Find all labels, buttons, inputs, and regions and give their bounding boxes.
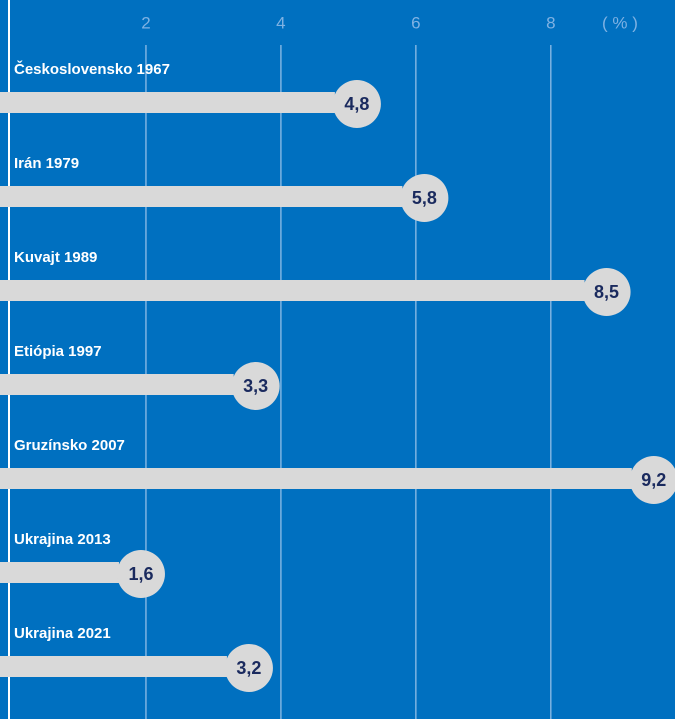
- category-label: Etiópia 1997: [14, 343, 102, 360]
- category-label: Irán 1979: [14, 155, 79, 172]
- bar: [0, 468, 632, 489]
- value-bubble: [400, 174, 449, 222]
- value-bubble: [582, 268, 631, 316]
- bar: [0, 656, 227, 677]
- bar: [0, 374, 234, 395]
- category-label: Ukrajina 2021: [14, 625, 111, 642]
- value-label: 3,3: [243, 376, 268, 396]
- x-tick-label: 2: [141, 13, 150, 32]
- value-bubble: [116, 550, 165, 598]
- category-label: Československo 1967: [14, 60, 170, 78]
- value-label: 9,2: [641, 470, 666, 490]
- value-label: 1,6: [128, 564, 153, 584]
- axis-unit: ( % ): [602, 13, 638, 32]
- x-tick-label: 6: [411, 13, 420, 32]
- bar: [0, 186, 403, 207]
- value-label: 5,8: [412, 188, 437, 208]
- value-bubble: [332, 80, 381, 128]
- bar: [0, 92, 335, 113]
- value-label: 8,5: [594, 282, 619, 302]
- category-label: Gruzínsko 2007: [14, 437, 125, 454]
- value-label: 4,8: [344, 94, 369, 114]
- value-bubble: [231, 362, 280, 410]
- x-tick-label: 8: [546, 13, 555, 32]
- x-tick-label: 4: [276, 13, 285, 32]
- category-label: Ukrajina 2013: [14, 531, 111, 548]
- value-bubble: [224, 644, 273, 692]
- bar: [0, 562, 119, 583]
- value-label: 3,2: [236, 658, 261, 678]
- category-label: Kuvajt 1989: [14, 249, 97, 266]
- value-bubble: [629, 456, 675, 504]
- bar: [0, 280, 585, 301]
